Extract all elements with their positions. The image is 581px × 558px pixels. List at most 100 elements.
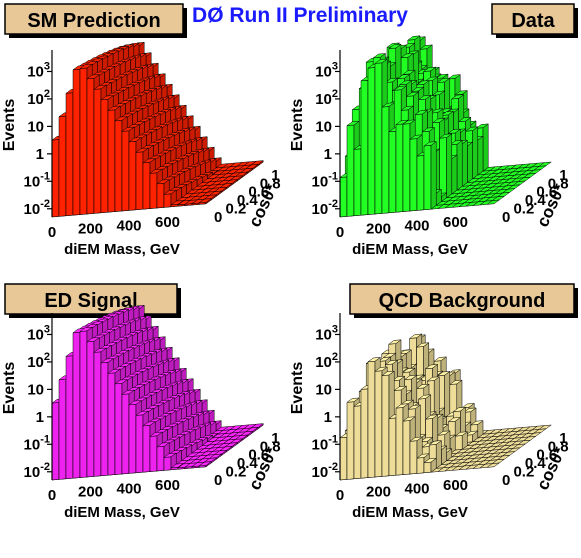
bar-top: [454, 431, 469, 437]
bar-top: [384, 77, 399, 83]
panel-title-box: [491, 3, 575, 35]
bar-side: [446, 133, 453, 199]
bar-front: [346, 124, 355, 217]
bar-top: [387, 43, 402, 49]
bar-front: [72, 331, 81, 479]
z-tick-label: 0.8: [548, 438, 569, 455]
y-tick-label: 10: [27, 381, 44, 398]
x-tick-label: 400: [404, 217, 429, 234]
bar-front: [416, 155, 425, 211]
bar-front: [128, 141, 137, 211]
x-tick-label: 200: [366, 221, 391, 238]
bar-front: [79, 330, 88, 478]
x-tick-label: 200: [366, 484, 391, 501]
bar-side: [482, 123, 489, 172]
y-tick-label: 103: [27, 60, 50, 80]
z-tick-label: 0: [502, 209, 510, 226]
y-tick-label: 10-1: [312, 170, 338, 190]
z-tick-label: 0.4: [525, 455, 547, 472]
bar-top: [408, 333, 423, 339]
bar-front: [409, 440, 418, 475]
y-tick-label: 1: [36, 409, 44, 426]
bar-top: [395, 119, 410, 125]
x-axis-title: diEM Mass, GeV: [352, 241, 468, 258]
bar-top: [401, 367, 416, 373]
y-tick-label: 1: [324, 409, 332, 426]
bar-top: [86, 337, 101, 343]
bar-top: [135, 410, 150, 416]
bar-top: [454, 90, 469, 96]
x-tick-label: 0: [48, 224, 56, 241]
bar-top: [409, 134, 424, 140]
z-tick-label: 0.6: [536, 184, 557, 201]
bar-front: [367, 67, 376, 215]
bar-top: [417, 394, 432, 400]
panel-title: Data: [511, 10, 555, 32]
bar-front: [128, 404, 137, 474]
z-tick-label: 0: [214, 472, 222, 489]
x-tick-label: 0: [336, 487, 344, 504]
bar-top: [431, 90, 446, 96]
bar-top: [367, 357, 382, 363]
bar-top: [135, 147, 150, 153]
bar-top: [395, 403, 410, 409]
bar-top: [156, 442, 171, 448]
bar-top: [142, 158, 157, 164]
bar-front: [58, 378, 67, 480]
panel-title-box: [349, 283, 575, 315]
bar-front: [121, 130, 130, 212]
bar-top: [372, 53, 387, 59]
y-tick-label: 10-2: [312, 461, 338, 481]
y-tick-label: 102: [27, 351, 50, 371]
bar-front: [374, 370, 383, 478]
bar-top: [170, 463, 185, 469]
bar-front: [339, 436, 348, 481]
y-axis-title: Events: [289, 99, 306, 152]
floor-cell: [486, 462, 501, 468]
bar-top: [461, 403, 476, 409]
bar-top: [398, 80, 413, 86]
z-tick-label: 0.6: [248, 184, 269, 201]
bar-top: [419, 44, 434, 50]
x-tick-label: 200: [78, 484, 103, 501]
bar-front: [107, 372, 116, 476]
x-tick-label: 400: [404, 480, 429, 497]
bar-top: [421, 127, 436, 133]
bar-top: [434, 73, 449, 79]
bar-top: [423, 457, 438, 464]
bar-top: [429, 108, 444, 114]
bar-top: [417, 94, 432, 101]
panel-title: QCD Background: [379, 290, 546, 312]
z-tick-label: 0.2: [225, 200, 246, 217]
bar-front: [416, 457, 425, 474]
bar-side: [456, 139, 463, 191]
bar-top: [426, 376, 441, 382]
z-tick-label: 1: [559, 430, 567, 447]
bar-top: [402, 119, 417, 125]
bar-top: [457, 116, 472, 123]
bar-front: [381, 106, 390, 214]
bar-front: [353, 405, 362, 480]
bar-side: [435, 440, 442, 469]
bar-top: [396, 73, 411, 80]
bar-front: [409, 138, 418, 212]
y-axis-title: Events: [1, 362, 18, 415]
bar-top: [450, 94, 465, 100]
bar-front: [114, 120, 123, 212]
x-tick-label: 600: [155, 477, 180, 494]
bar-front: [163, 456, 172, 471]
bar-front: [402, 123, 411, 212]
x-tick-label: 600: [443, 214, 468, 231]
x-tick-label: 600: [443, 477, 468, 494]
figure-title: DØ Run II Preliminary: [192, 4, 408, 27]
y-tick-label: 10-1: [24, 433, 50, 453]
bar-top: [100, 358, 115, 364]
bar-top: [424, 414, 439, 420]
bar-top: [121, 389, 136, 395]
panel-title-box: [4, 3, 184, 35]
bar-top: [409, 436, 424, 442]
z-tick-label: 0.4: [525, 192, 547, 209]
